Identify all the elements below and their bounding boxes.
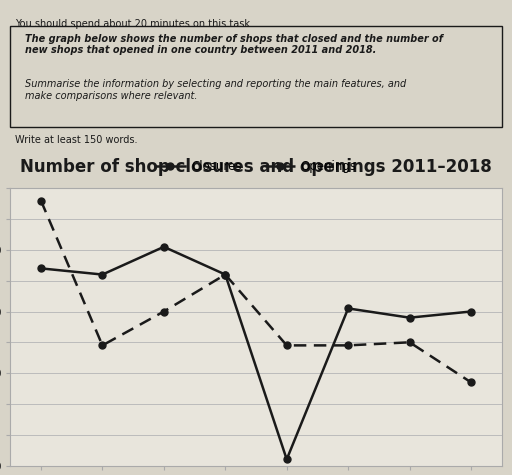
Text: You should spend about 20 minutes on this task.: You should spend about 20 minutes on thi… — [15, 19, 253, 29]
Text: The graph below shows the number of shops that closed and the number of
new shop: The graph below shows the number of shop… — [25, 34, 443, 56]
Text: Number of shop closures and openings 2011–2018: Number of shop closures and openings 201… — [20, 158, 492, 176]
Text: Summarise the information by selecting and reporting the main features, and
make: Summarise the information by selecting a… — [25, 79, 406, 101]
FancyBboxPatch shape — [10, 26, 502, 127]
Text: Write at least 150 words.: Write at least 150 words. — [15, 135, 138, 145]
Legend: Closures, Openings: Closures, Openings — [151, 155, 361, 178]
